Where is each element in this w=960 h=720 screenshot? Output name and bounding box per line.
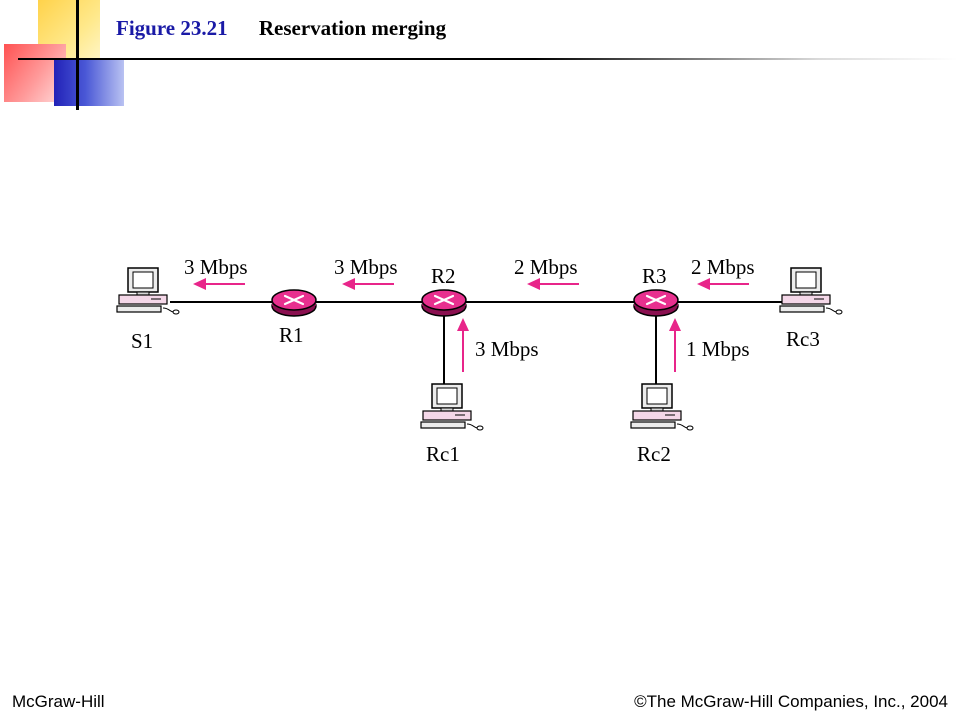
arrow-rc3-to-r3 <box>696 277 750 291</box>
host-rc1-icon <box>420 383 484 431</box>
arrow-rc1-to-r2 <box>456 317 470 373</box>
figure-number: Figure 23.21 <box>116 16 228 40</box>
host-s1-icon <box>116 267 180 315</box>
rate-label-r1-s1: 3 Mbps <box>184 255 248 279</box>
rate-label-r2-r1: 3 Mbps <box>334 255 398 279</box>
node-label-r2: R2 <box>431 264 456 288</box>
decor-horizontal-line <box>18 58 958 60</box>
host-rc2-icon <box>630 383 694 431</box>
router-r3-icon <box>632 288 680 318</box>
arrow-r1-to-s1 <box>192 277 246 291</box>
router-r1-icon <box>270 288 318 318</box>
node-label-rc1: Rc1 <box>426 442 460 466</box>
footer-publisher: McGraw-Hill <box>12 692 105 711</box>
node-label-r3: R3 <box>642 264 667 288</box>
arrow-r2-to-r1 <box>341 277 395 291</box>
node-label-rc2: Rc2 <box>637 442 671 466</box>
node-label-rc3: Rc3 <box>786 327 820 351</box>
rate-label-r3-r2: 2 Mbps <box>514 255 578 279</box>
footer-copyright: ©The McGraw-Hill Companies, Inc., 2004 <box>634 692 948 711</box>
arrow-r3-to-r2 <box>526 277 580 291</box>
rate-label-rc1-r2: 3 Mbps <box>475 337 539 361</box>
rate-label-rc2-r3: 1 Mbps <box>686 337 750 361</box>
rate-label-rc3-r3: 2 Mbps <box>691 255 755 279</box>
decor-blue-square <box>54 60 124 106</box>
slide-title: Figure 23.21 Reservation merging <box>116 16 446 41</box>
arrow-rc2-to-r3 <box>668 317 682 373</box>
figure-title: Reservation merging <box>258 16 447 40</box>
node-label-r1: R1 <box>279 323 304 347</box>
router-r2-icon <box>420 288 468 318</box>
host-rc3-icon <box>779 267 843 315</box>
decor-vertical-line <box>76 0 79 110</box>
node-label-s1: S1 <box>131 329 153 353</box>
